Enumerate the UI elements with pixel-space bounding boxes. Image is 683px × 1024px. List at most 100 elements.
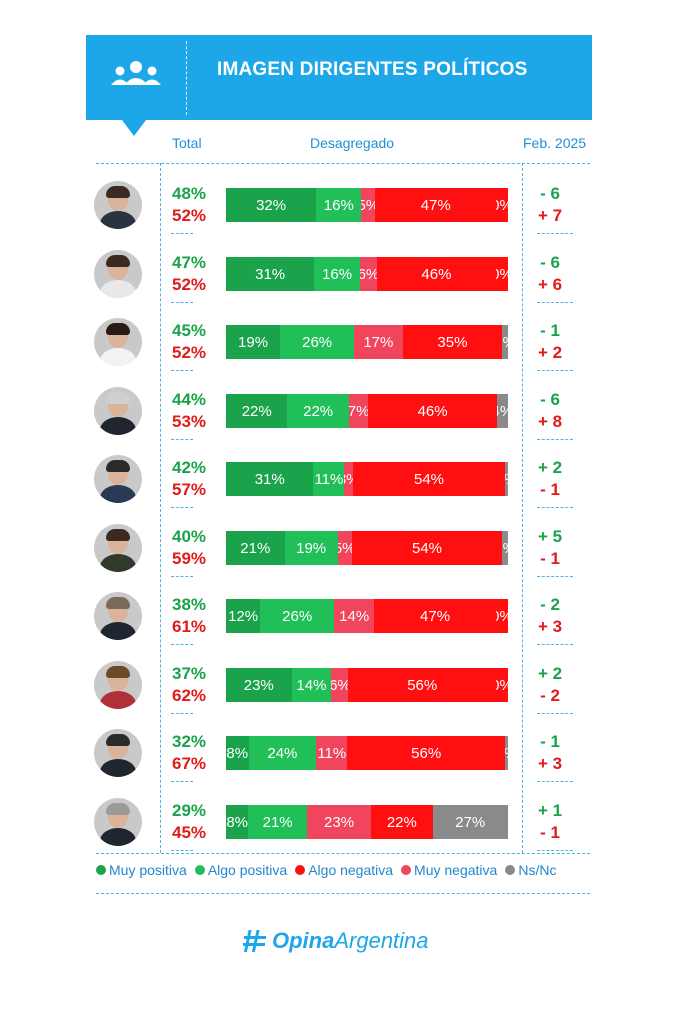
bar-segment-muy-positiva: 19%	[226, 325, 281, 359]
row-separator-tick	[537, 507, 573, 508]
data-label: 2%	[502, 334, 508, 351]
column-header-feb: Feb. 2025	[523, 135, 587, 151]
row-separator-tick	[171, 781, 193, 782]
bar-segment-algo-positiva: 11%	[313, 462, 345, 496]
data-label: 23%	[324, 813, 355, 831]
legend-label: Ns/Nc	[518, 862, 557, 878]
avatar	[94, 387, 142, 435]
bar-segment-muy-positiva: 8%	[226, 805, 249, 839]
bar-segment-ns-nc: 4%	[496, 394, 508, 428]
avatar-body	[100, 828, 136, 846]
avatar	[94, 524, 142, 572]
header-separator-line	[96, 163, 590, 164]
legend-label: Algo negativa	[308, 862, 394, 878]
row-separator-tick	[171, 370, 193, 371]
avatar-hair	[106, 392, 130, 404]
change-negative: + 8	[537, 412, 563, 431]
bar-segment-muy-negativa: 6%	[331, 668, 349, 702]
total-positive: 37%	[172, 664, 207, 683]
stacked-bar: 22% 22% 7% 46% 4%	[226, 394, 508, 428]
data-label: 3%	[344, 471, 352, 488]
bar-segment-algo-positiva: 22%	[287, 394, 349, 428]
row-separator-tick	[537, 781, 573, 782]
total-positive: 48%	[172, 184, 207, 203]
change-negative: - 1	[540, 480, 560, 499]
avatar-body	[100, 417, 136, 435]
bar-segment-muy-negativa: 23%	[306, 805, 372, 839]
data-label: 4%	[497, 403, 508, 420]
data-label: 23%	[243, 676, 274, 694]
avatar-hair	[106, 255, 130, 267]
legend-entry: Algo positiva	[194, 862, 287, 878]
legend-label: Muy negativa	[414, 862, 498, 878]
row-separator-tick	[171, 439, 193, 440]
data-label: 24%	[267, 744, 298, 762]
bar-segment-muy-positiva: 22%	[226, 394, 288, 428]
change-column-divider	[522, 163, 523, 853]
data-label: 26%	[302, 333, 333, 351]
total-positive: 42%	[172, 458, 207, 477]
change-negative: + 3	[537, 754, 563, 773]
total-negative: 59%	[172, 549, 207, 568]
data-label: 22%	[241, 402, 272, 420]
column-header-desagregado: Desagregado	[310, 135, 395, 151]
avatar-hair	[106, 666, 130, 678]
total-negative: 62%	[172, 686, 207, 705]
data-label: 26%	[282, 607, 313, 625]
data-label: 47%	[420, 196, 451, 214]
stacked-bar: 8% 21% 23% 22% 27%	[226, 805, 508, 839]
legend-dot-icon	[295, 865, 306, 875]
data-label: 54%	[413, 470, 445, 488]
data-label: 21%	[240, 539, 271, 557]
legend-entry: Muy positiva	[96, 862, 187, 878]
legend-bottom-line	[96, 893, 590, 894]
bar-segment-muy-negativa: 5%	[337, 531, 352, 565]
data-label: 8%	[226, 744, 249, 762]
bar-segment-muy-positiva: 31%	[226, 462, 314, 496]
stacked-bar: 12% 26% 14% 47% 0%	[226, 599, 508, 633]
avatar-hair	[106, 529, 130, 541]
bar-segment-algo-negativa: 46%	[376, 257, 496, 291]
bar-segment-ns-nc: 1%	[505, 736, 508, 770]
hashtag-icon	[243, 930, 266, 952]
bar-segment-algo-positiva: 14%	[291, 668, 332, 702]
data-label: 7%	[348, 402, 369, 420]
row-separator-tick	[537, 850, 573, 851]
row-separator-tick	[537, 370, 573, 371]
data-label: 0%	[496, 677, 508, 694]
change-negative: - 1	[540, 549, 560, 568]
data-label: 31%	[254, 470, 285, 488]
data-label: 54%	[411, 539, 443, 557]
bar-segment-muy-negativa: 14%	[334, 599, 375, 633]
legend-dot-icon	[505, 865, 516, 875]
bar-segment-muy-positiva: 32%	[226, 188, 317, 222]
data-label: 1%	[505, 745, 508, 762]
avatar	[94, 181, 142, 229]
data-label: 2%	[502, 540, 508, 557]
avatar	[94, 250, 142, 298]
row-separator-tick	[171, 644, 193, 645]
bar-segment-muy-negativa: 6%	[359, 257, 377, 291]
avatar-hair	[106, 186, 130, 198]
data-label: 19%	[296, 539, 327, 557]
data-label: 5%	[337, 539, 352, 557]
legend: Muy positiva Algo positiva Algo negativa Mu…	[96, 862, 586, 878]
data-label: 46%	[417, 402, 448, 420]
avatar	[94, 729, 142, 777]
data-label: 0%	[496, 266, 508, 283]
total-positive: 40%	[172, 527, 207, 546]
avatar-hair	[106, 460, 130, 472]
total-positive: 44%	[172, 390, 207, 409]
bar-segment-muy-negativa: 3%	[344, 462, 353, 496]
bar-segment-muy-negativa: 5%	[361, 188, 376, 222]
total-positive: 32%	[172, 732, 207, 751]
bar-segment-muy-negativa: 11%	[316, 736, 348, 770]
bar-segment-algo-positiva: 24%	[248, 736, 317, 770]
stacked-bar: 19% 26% 17% 35% 2%	[226, 325, 508, 359]
header-banner: IMAGEN DIRIGENTES POLÍTICOS	[86, 35, 592, 120]
row-separator-tick	[537, 713, 573, 714]
bar-segment-algo-negativa: 47%	[375, 188, 496, 222]
change-positive: + 1	[537, 801, 563, 820]
avatar-hair	[106, 803, 130, 815]
bar-segment-algo-negativa: 56%	[348, 668, 496, 702]
